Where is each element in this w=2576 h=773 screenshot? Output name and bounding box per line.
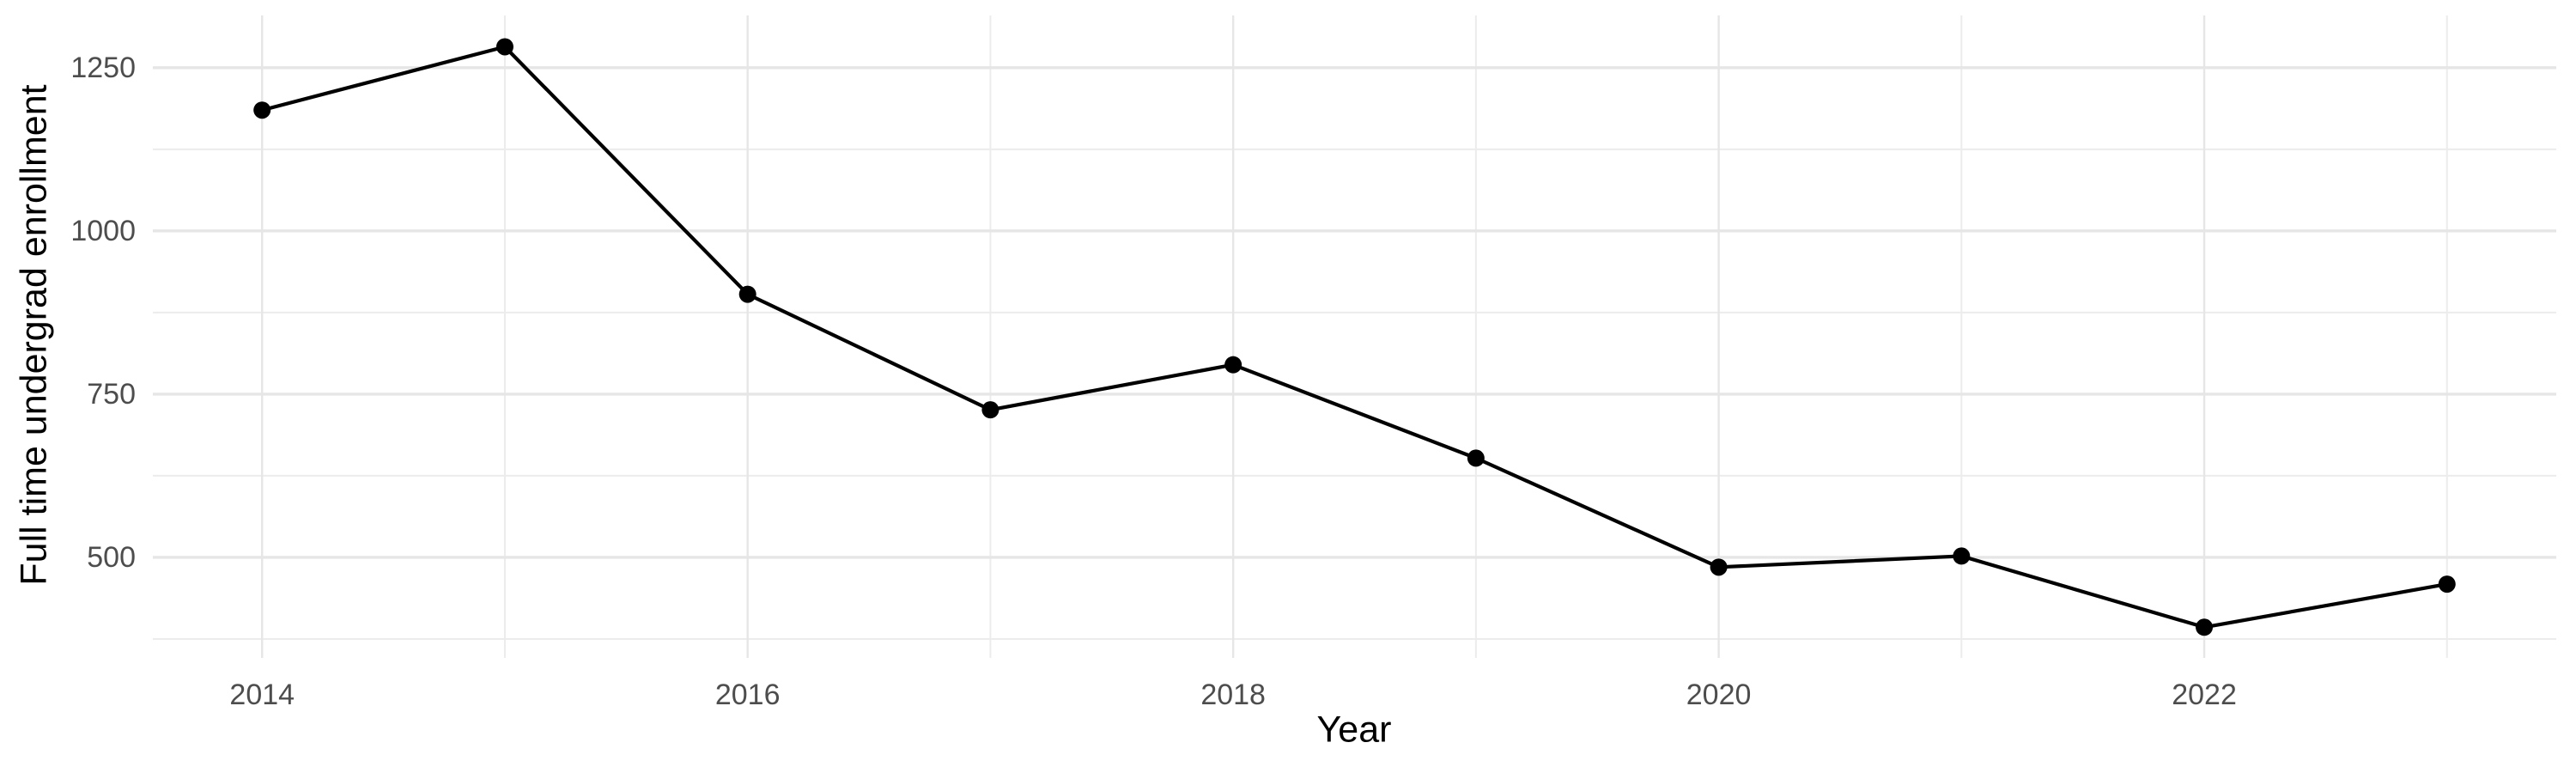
x-tick-label: 2020 [1686, 679, 1752, 711]
data-point [1467, 449, 1485, 467]
y-axis-title: Full time undergrad enrollment [13, 84, 55, 586]
data-point [981, 401, 999, 419]
enrollment-series-line [261, 45, 2448, 630]
data-point [495, 38, 513, 56]
y-tick-label: 500 [87, 541, 136, 574]
x-tick-label: 2022 [2172, 679, 2237, 711]
data-point [2196, 618, 2214, 636]
x-tick-label: 2014 [229, 679, 295, 711]
x-tick-label: 2018 [1200, 679, 1266, 711]
y-tick-label: 750 [87, 378, 136, 411]
data-point [1710, 558, 1728, 576]
data-point [1224, 356, 1242, 374]
data-point [1953, 547, 1971, 565]
x-tick-label: 2016 [715, 679, 781, 711]
data-point [738, 285, 756, 303]
data-point [253, 101, 271, 119]
x-axis-title: Year [1316, 709, 1392, 751]
y-tick-label: 1000 [70, 215, 136, 247]
y-tick-label: 1250 [70, 52, 136, 84]
data-point [2438, 575, 2456, 593]
